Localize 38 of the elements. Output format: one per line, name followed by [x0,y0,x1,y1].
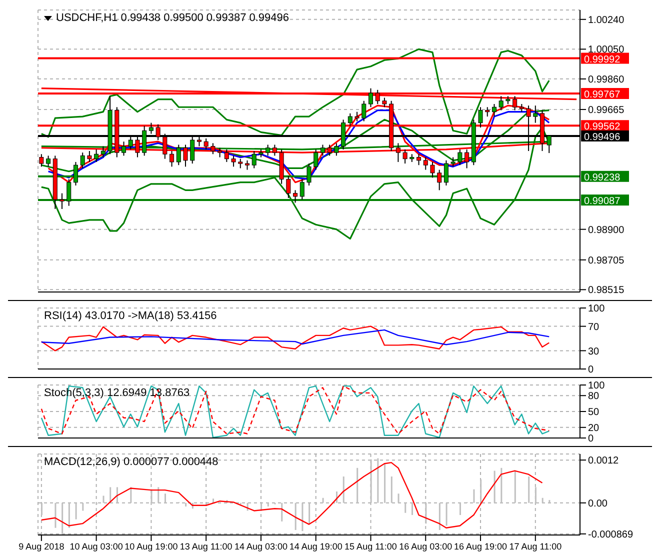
x-tick-label: 14 Aug 03:00 [234,541,288,552]
x-tick-label: 15 Aug 11:00 [344,541,397,552]
y-tick-label: 80 [588,391,600,402]
y-tick-label: 20 [588,422,600,434]
y-tick-label: 30 [588,346,600,358]
y-tick-label: 0.00 [588,498,608,510]
x-tick-label: 17 Aug 11:00 [509,541,562,552]
y-tick-label: 70 [588,322,600,333]
y-tick-label: 0.98900 [588,224,625,236]
ref-line-label: 0.99562 [584,122,621,133]
x-tick-label: 9 Aug 2018 [18,541,64,552]
ref-line-label: 0.99496 [584,132,621,143]
x-tick-label: 14 Aug 19:00 [289,541,342,552]
x-tick-label: 16 Aug 19:00 [454,541,508,552]
chart-title: RSI(14) 43.0170 ->MA(18) 53.4156 [44,310,217,323]
y-tick-label: 0.0012 [588,456,620,467]
y-tick-label: 0 [588,364,594,376]
y-tick-label: 100 [588,304,606,315]
x-tick-label: 16 Aug 03:00 [399,541,452,552]
x-tick-label: 13 Aug 11:00 [180,541,232,552]
y-tick-label: 1.00050 [588,44,625,56]
ref-line-label: 0.99767 [584,90,621,101]
ref-line-label: 0.99238 [584,172,621,184]
x-tick-label: 10 Aug 03:00 [70,541,123,552]
ref-line-label: 0.99087 [584,196,621,208]
y-tick-label: 0.99665 [588,105,625,116]
chart-title: MACD(12,26,9) 0.000077 0.000448 [44,456,218,469]
y-tick-label: 0.99860 [588,74,625,86]
chart-title: USDCHF,H1 0.99438 0.99500 0.99387 0.99496 [56,12,290,25]
ref-line-label: 0.99992 [584,54,621,66]
x-tick-label: 10 Aug 19:00 [124,541,178,552]
y-tick-label: 0.98515 [588,285,625,296]
y-tick-label: -0.000869 [588,529,634,540]
y-tick-label: 0.98705 [588,255,625,266]
y-tick-label: 1.00240 [588,14,625,26]
y-tick-label: 50 [588,407,600,418]
y-tick-label: 0 [588,434,594,445]
y-tick-label: 100 [588,380,606,392]
